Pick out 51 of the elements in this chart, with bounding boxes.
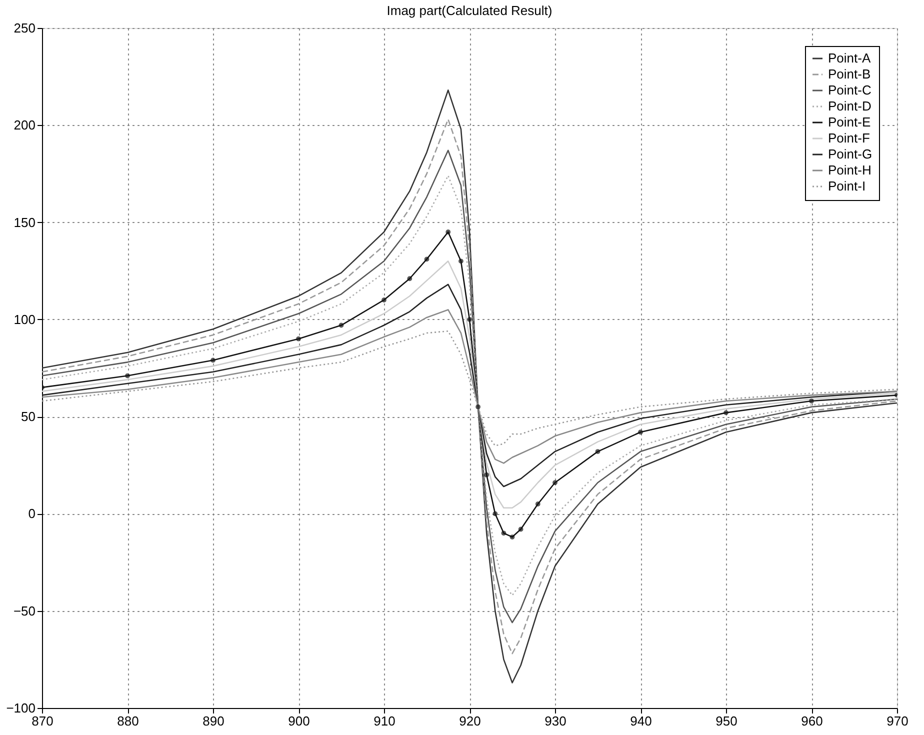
y-tick-label: 50 bbox=[21, 409, 36, 424]
legend-label: Point-G bbox=[828, 146, 872, 162]
point bbox=[492, 511, 498, 516]
x-tick-label: 910 bbox=[374, 714, 396, 728]
point bbox=[458, 258, 464, 264]
legend-label: Point-H bbox=[828, 162, 872, 178]
x-tick-label: 920 bbox=[459, 714, 481, 728]
x-tick-label: 940 bbox=[630, 714, 652, 728]
point bbox=[595, 449, 600, 454]
point bbox=[424, 256, 430, 262]
point bbox=[484, 472, 490, 478]
point bbox=[446, 230, 451, 234]
x-tick-label: 950 bbox=[716, 714, 738, 728]
y-tick-label: −50 bbox=[13, 603, 36, 618]
point bbox=[210, 358, 216, 363]
legend-label: Point-F bbox=[828, 130, 870, 146]
point bbox=[296, 336, 301, 342]
x-tick-label: 970 bbox=[886, 714, 908, 728]
x-tick-label: 880 bbox=[117, 714, 139, 728]
point bbox=[638, 430, 643, 435]
x-tick-label: 890 bbox=[202, 714, 224, 728]
legend-label: Point-E bbox=[828, 114, 871, 130]
x-tick-label: 960 bbox=[801, 714, 823, 728]
x-tick-label: 930 bbox=[544, 714, 566, 728]
x-tick-label: 870 bbox=[32, 714, 54, 728]
point bbox=[407, 276, 412, 282]
point bbox=[467, 316, 472, 322]
y-tick-label: 200 bbox=[14, 118, 36, 133]
y-tick-label: −100 bbox=[6, 700, 36, 716]
chart-title: Imag part(Calculated Result) bbox=[386, 3, 552, 18]
x-tick-label: 900 bbox=[288, 714, 310, 728]
point bbox=[382, 298, 386, 302]
y-tick-label: 150 bbox=[14, 214, 36, 230]
y-tick-label: 0 bbox=[28, 506, 36, 522]
legend-label: Point-D bbox=[828, 98, 872, 114]
point bbox=[501, 530, 506, 536]
legend-label: Point-B bbox=[828, 66, 871, 82]
line-series bbox=[42, 260, 897, 509]
point bbox=[125, 373, 130, 378]
point bbox=[518, 526, 524, 532]
y-tick-label: 250 bbox=[14, 20, 36, 36]
point bbox=[338, 322, 344, 328]
legend-label: Point-A bbox=[828, 50, 871, 66]
point bbox=[724, 410, 728, 416]
point bbox=[510, 534, 515, 540]
point bbox=[535, 502, 540, 506]
legend-label: Point-C bbox=[828, 82, 872, 98]
point bbox=[552, 480, 558, 486]
legend-label: Point-I bbox=[828, 178, 866, 194]
point bbox=[809, 398, 814, 404]
y-tick-label: 100 bbox=[14, 312, 36, 327]
